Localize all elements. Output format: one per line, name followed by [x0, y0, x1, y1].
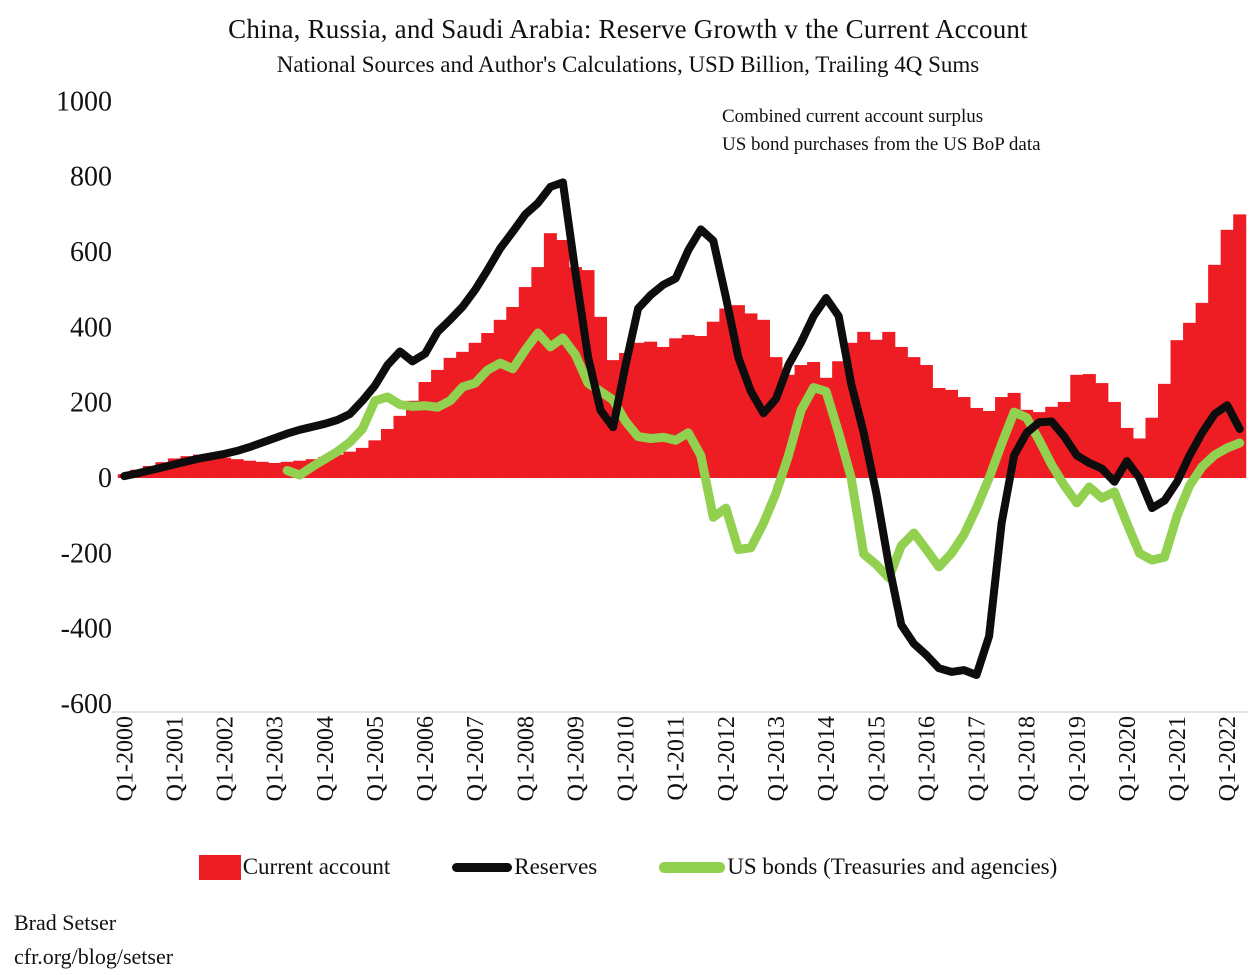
legend-label-us-bonds: US bonds (Treasuries and agencies) — [727, 854, 1058, 879]
svg-text:Q1-2021: Q1-2021 — [1165, 716, 1191, 801]
svg-text:Q1-2011: Q1-2011 — [664, 716, 690, 800]
legend-item-reserves: Reserves — [452, 854, 597, 880]
svg-text:-200: -200 — [61, 538, 112, 569]
source-url: cfr.org/blog/setser — [14, 944, 174, 969]
chart-annotation: Combined current account surplus US bond… — [722, 103, 1041, 159]
svg-text:Q1-2007: Q1-2007 — [463, 716, 489, 801]
chart-legend: Current account Reserves US bonds (Treas… — [0, 854, 1256, 880]
svg-text:Q1-2022: Q1-2022 — [1215, 716, 1241, 801]
x-axis-labels: Q1-2000 Q1-2001 Q1-2002 Q1-2003 Q1-2004 Q1-20… — [112, 716, 1241, 801]
svg-text:Q1-2002: Q1-2002 — [213, 716, 239, 801]
chart-subtitle: National Sources and Author's Calculatio… — [276, 52, 980, 77]
svg-text:Q1-2012: Q1-2012 — [714, 716, 740, 801]
svg-text:Q1-2010: Q1-2010 — [614, 716, 640, 801]
svg-text:Q1-2014: Q1-2014 — [814, 716, 840, 801]
svg-text:0: 0 — [98, 463, 112, 494]
svg-text:Q1-2015: Q1-2015 — [864, 716, 890, 801]
svg-text:Q1-2003: Q1-2003 — [263, 716, 289, 801]
author-credit: Brad Setser — [14, 910, 117, 935]
svg-text:1000: 1000 — [56, 86, 112, 117]
svg-text:Q1-2017: Q1-2017 — [965, 716, 991, 801]
svg-text:Q1-2006: Q1-2006 — [413, 716, 439, 801]
annotation-line-2: US bond purchases from the US BoP data — [722, 134, 1041, 155]
svg-text:Q1-2004: Q1-2004 — [313, 716, 339, 801]
annotation-line-1: Combined current account surplus — [722, 106, 984, 127]
legend-label-reserves: Reserves — [514, 854, 598, 879]
svg-text:Q1-2013: Q1-2013 — [764, 716, 790, 801]
svg-text:Q1-2020: Q1-2020 — [1115, 716, 1141, 801]
reserves-line — [120, 178, 1244, 679]
svg-text:Q1-2000: Q1-2000 — [112, 716, 138, 801]
reserves-swatch-icon — [452, 862, 513, 872]
legend-label-current-account: Current account — [242, 854, 391, 879]
legend-item-us-bonds: US bonds (Treasuries and agencies) — [659, 854, 1057, 880]
svg-text:800: 800 — [70, 162, 112, 193]
y-axis-labels: 1000 800 600 400 200 0 -200 -400 -600 — [56, 86, 112, 720]
svg-text:Q1-2009: Q1-2009 — [564, 716, 590, 801]
svg-text:Q1-2008: Q1-2008 — [513, 716, 539, 801]
us-bonds-swatch-icon — [659, 861, 726, 873]
chart-title: China, Russia, and Saudi Arabia: Reserve… — [228, 14, 1028, 44]
svg-text:Q1-2001: Q1-2001 — [162, 716, 188, 801]
svg-text:Q1-2005: Q1-2005 — [363, 716, 389, 801]
legend-item-current-account: Current account — [198, 854, 391, 880]
svg-text:Q1-2018: Q1-2018 — [1015, 716, 1041, 801]
current-account-swatch-icon — [198, 854, 241, 880]
svg-text:200: 200 — [70, 388, 112, 419]
svg-text:Q1-2019: Q1-2019 — [1065, 716, 1091, 801]
svg-text:600: 600 — [70, 237, 112, 268]
svg-text:-400: -400 — [61, 614, 112, 645]
svg-text:Q1-2016: Q1-2016 — [914, 716, 940, 801]
svg-text:-600: -600 — [61, 689, 112, 720]
us-bonds-line — [282, 328, 1245, 583]
svg-text:400: 400 — [70, 312, 112, 343]
